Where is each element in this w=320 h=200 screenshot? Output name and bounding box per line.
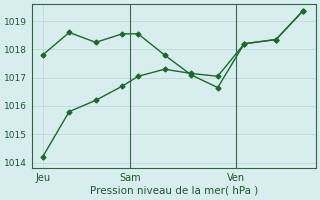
X-axis label: Pression niveau de la mer( hPa ): Pression niveau de la mer( hPa ) xyxy=(90,186,258,196)
